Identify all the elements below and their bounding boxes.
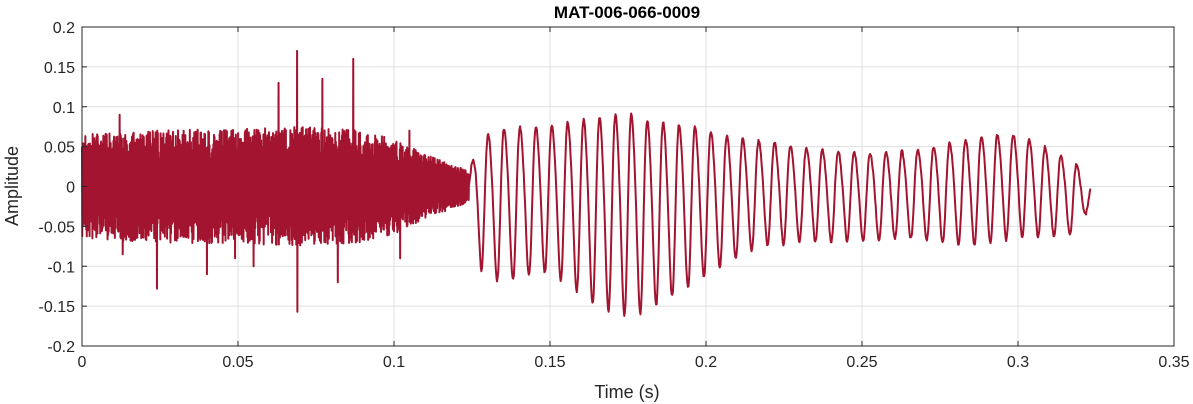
x-axis-label: Time (s) <box>594 382 659 402</box>
series-layer <box>81 49 1092 317</box>
chart-title: MAT-006-066-0009 <box>554 3 700 22</box>
x-tick-label: 0.1 <box>383 354 405 371</box>
x-tick-label: 0.3 <box>1007 354 1029 371</box>
y-axis-label: Amplitude <box>2 146 22 226</box>
x-tick-label: 0.05 <box>222 354 253 371</box>
y-tick-label: 0.05 <box>44 140 75 157</box>
y-tick-label: 0.1 <box>53 100 75 117</box>
x-tick-label: 0.2 <box>695 354 717 371</box>
y-tick-label: 0 <box>66 180 75 197</box>
y-tick-label: 0.2 <box>53 20 75 37</box>
x-tick-label: 0 <box>78 354 87 371</box>
series-line <box>81 49 1092 317</box>
y-tick-label: -0.1 <box>47 259 75 276</box>
ticks: 0 0.05 0.1 0.15 0.2 0.25 0.3 0.35 0.2 0.15 0.1 0.05… <box>39 20 1190 371</box>
x-tick-label: 0.35 <box>1158 354 1189 371</box>
y-tick-label: 0.15 <box>44 60 75 77</box>
y-tick-label: -0.15 <box>39 299 76 316</box>
x-tick-label: 0.15 <box>534 354 565 371</box>
y-tick-label: -0.05 <box>39 219 76 236</box>
x-tick-label: 0.25 <box>846 354 877 371</box>
y-tick-label: -0.2 <box>47 339 75 356</box>
